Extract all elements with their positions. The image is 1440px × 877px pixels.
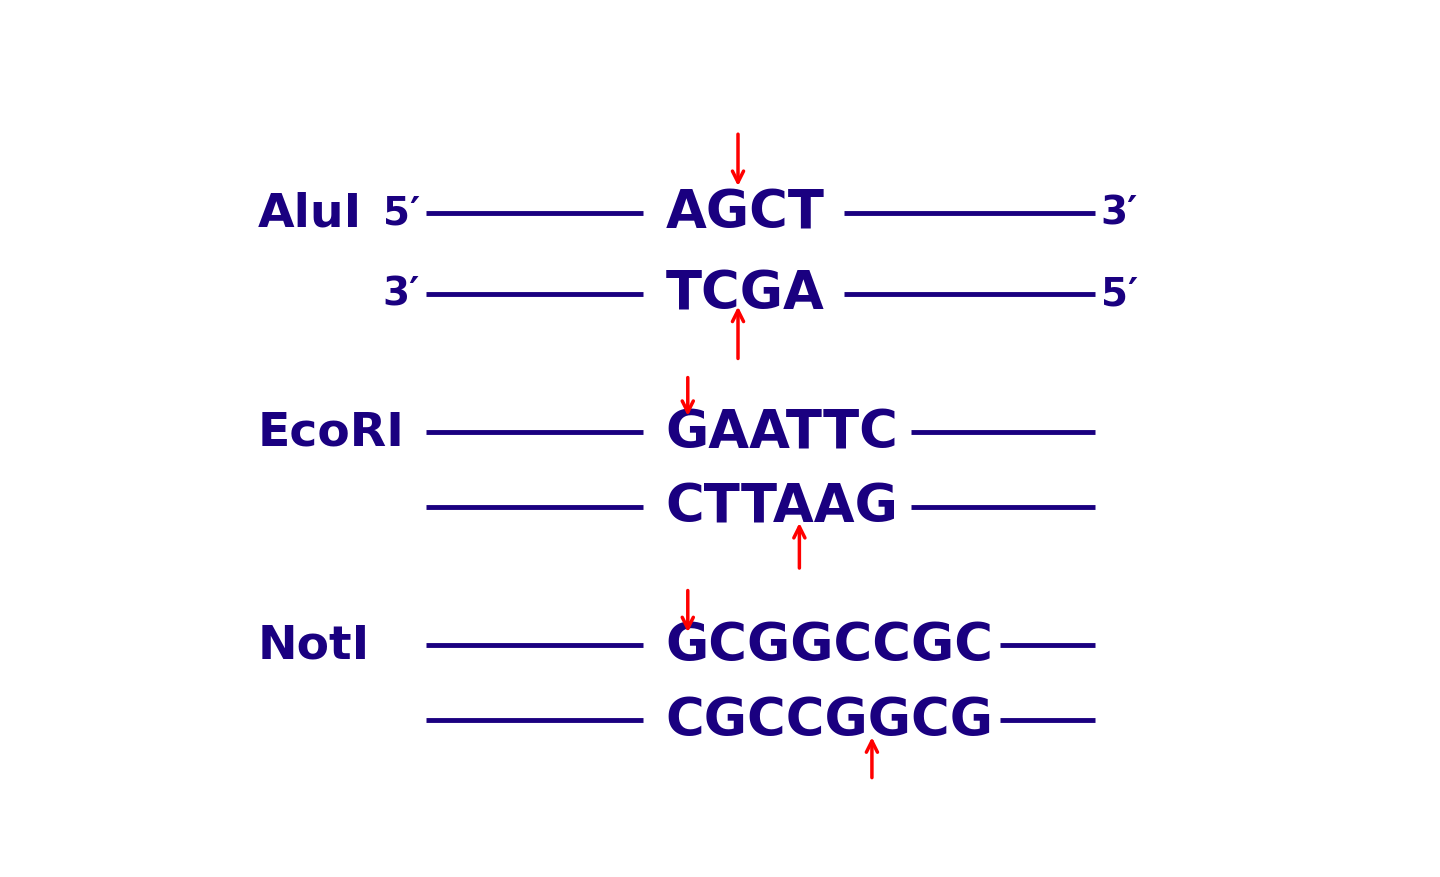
Text: CGCCGGCG: CGCCGGCG xyxy=(665,694,994,745)
Text: GCGGCCGC: GCGGCCGC xyxy=(665,619,994,672)
Text: GAATTC: GAATTC xyxy=(665,407,899,459)
Text: 5′: 5′ xyxy=(1100,275,1138,313)
Text: 5′: 5′ xyxy=(383,195,420,232)
Text: NotI: NotI xyxy=(258,623,370,668)
Text: AluI: AluI xyxy=(258,191,363,236)
Text: 3′: 3′ xyxy=(1100,195,1138,232)
Text: CTTAAG: CTTAAG xyxy=(665,481,899,533)
Text: 3′: 3′ xyxy=(383,275,420,313)
Text: AGCT: AGCT xyxy=(665,188,824,239)
Text: TCGA: TCGA xyxy=(665,268,824,320)
Text: EcoRI: EcoRI xyxy=(258,410,405,455)
